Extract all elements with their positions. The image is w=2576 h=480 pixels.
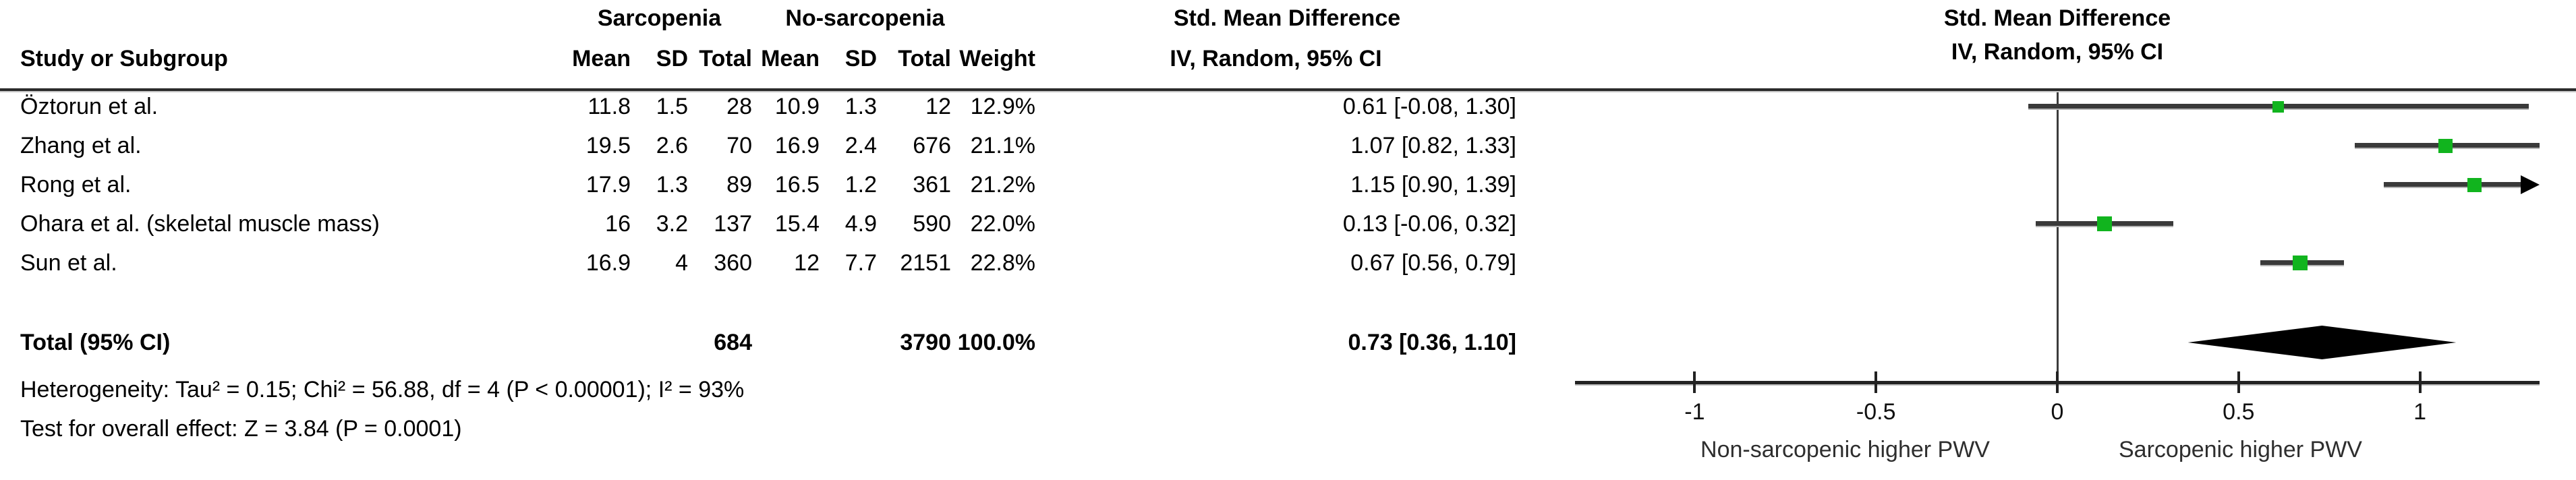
header-rule: [0, 88, 2576, 92]
weight: 22.0%: [970, 211, 1035, 237]
mean-no-sarcopenia: 16.9: [774, 133, 820, 158]
plot-column-title: Std. Mean Difference: [1943, 5, 2171, 31]
total-row: Total (95% CI) 684 3790 100.0% 0.73 [0.3…: [0, 323, 1516, 362]
total-sarcopenia: 360: [714, 250, 752, 276]
total-sarcopenia: 28: [726, 94, 752, 119]
col-sd-sarcopenia: SD: [656, 46, 688, 71]
direction-label-left: Non-sarcopenic higher PWV: [1700, 437, 1990, 462]
plot-column-subtitle: IV, Random, 95% CI: [1951, 39, 2164, 65]
zero-effect-line: [2056, 92, 2059, 381]
direction-label-right: Sarcopenic higher PWV: [2119, 437, 2362, 462]
mean-no-sarcopenia: 12: [794, 250, 820, 276]
total-no-sarcopenia: 2151: [900, 250, 951, 276]
study-name: Zhang et al.: [20, 133, 142, 158]
mean-sarcopenia: 19.5: [585, 133, 631, 158]
effect-square: [2438, 138, 2453, 153]
col-mean-sarcopenia: Mean: [572, 46, 631, 71]
sd-sarcopenia: 1.3: [656, 172, 688, 198]
total-sarcopenia: 89: [726, 172, 752, 198]
mean-sarcopenia: 16.9: [585, 250, 631, 276]
smd-ci-text: 0.67 [0.56, 0.79]: [1350, 250, 1516, 276]
axis-tick: [2056, 371, 2059, 393]
group-header-sarcopenia: Sarcopenia: [597, 5, 722, 31]
effect-square: [2467, 177, 2482, 192]
col-mean-no-sarcopenia: Mean: [761, 46, 820, 71]
total-diamond: [2187, 326, 2457, 359]
sd-no-sarcopenia: 1.3: [845, 94, 877, 119]
forest-plot: -1 -0.5 0 0.5 1 Non-sarcopenic higher PWV Sarc…: [1575, 0, 2540, 480]
weight: 21.1%: [970, 133, 1035, 158]
sd-sarcopenia: 2.6: [656, 133, 688, 158]
total-n-no-sarcopenia: 3790: [900, 330, 951, 355]
table-row: Öztorun et al. 11.8 1.5 28 10.9 1.3 12 1…: [0, 87, 1516, 126]
table-row: Sun et al. 16.9 4 360 12 7.7 2151 22.8% …: [0, 243, 1516, 282]
smd-ci-text: 1.15 [0.90, 1.39]: [1350, 172, 1516, 198]
group-header-no-sarcopenia: No-sarcopenia: [785, 5, 945, 31]
smd-ci-text: 1.07 [0.82, 1.33]: [1350, 133, 1516, 158]
axis-tick-label: 1: [2413, 399, 2427, 425]
col-total-no-sarcopenia: Total: [898, 46, 951, 71]
total-sarcopenia: 137: [714, 211, 752, 237]
total-no-sarcopenia: 361: [913, 172, 951, 198]
smd-ci-text: 0.61 [-0.08, 1.30]: [1342, 94, 1516, 119]
total-no-sarcopenia: 676: [913, 133, 951, 158]
ci-arrow-right: [2521, 175, 2540, 194]
axis-tick-label: 0: [2051, 399, 2064, 425]
total-label: Total (95% CI): [20, 330, 171, 355]
mean-sarcopenia: 11.8: [588, 94, 631, 119]
study-name: Ohara et al. (skeletal muscle mass): [20, 211, 380, 237]
axis-tick: [1693, 371, 1696, 393]
axis-tick-label: 0.5: [2223, 399, 2255, 425]
heterogeneity-text: Heterogeneity: Tau² = 0.15; Chi² = 56.88…: [20, 377, 745, 402]
effect-square: [2096, 216, 2112, 231]
mean-no-sarcopenia: 15.4: [774, 211, 820, 237]
mean-no-sarcopenia: 16.5: [774, 172, 820, 198]
sd-no-sarcopenia: 2.4: [845, 133, 877, 158]
axis-tick-label: -0.5: [1856, 399, 1896, 425]
sd-sarcopenia: 3.2: [656, 211, 688, 237]
total-sarcopenia: 70: [726, 133, 752, 158]
sd-no-sarcopenia: 7.7: [845, 250, 877, 276]
total-no-sarcopenia: 12: [925, 94, 951, 119]
study-name: Öztorun et al.: [20, 94, 159, 119]
total-smd-ci-text: 0.73 [0.36, 1.10]: [1348, 330, 1516, 355]
col-weight: Weight: [959, 46, 1035, 71]
col-study: Study or Subgroup: [20, 46, 228, 71]
mean-no-sarcopenia: 10.9: [774, 94, 820, 119]
sd-no-sarcopenia: 1.2: [845, 172, 877, 198]
effect-square: [2272, 100, 2285, 113]
table-row: Rong et al. 17.9 1.3 89 16.5 1.2 361 21.…: [0, 165, 1516, 204]
study-name: Rong et al.: [20, 172, 132, 198]
mean-sarcopenia: 17.9: [585, 172, 631, 198]
sd-sarcopenia: 1.5: [656, 94, 688, 119]
column-header-row: Study or Subgroup Mean SD Total Mean SD …: [0, 39, 1516, 78]
axis-tick-label: -1: [1684, 399, 1705, 425]
table-row: Ohara et al. (skeletal muscle mass) 16 3…: [0, 204, 1516, 243]
sd-sarcopenia: 4: [675, 250, 688, 276]
ci-line: [2383, 182, 2522, 188]
axis-tick: [2237, 371, 2240, 393]
overall-effect-text: Test for overall effect: Z = 3.84 (P = 0…: [20, 416, 462, 442]
table-row: Zhang et al. 19.5 2.6 70 16.9 2.4 676 21…: [0, 126, 1516, 165]
weight: 21.2%: [970, 172, 1035, 198]
col-total-sarcopenia: Total: [699, 46, 752, 71]
col-effect-ci: IV, Random, 95% CI: [1170, 46, 1382, 71]
axis-tick: [1874, 371, 1878, 393]
mean-sarcopenia: 16: [605, 211, 631, 237]
axis-tick: [2418, 371, 2422, 393]
effect-square: [2293, 256, 2308, 270]
effect-column-title: Std. Mean Difference: [1173, 5, 1401, 31]
sd-no-sarcopenia: 4.9: [845, 211, 877, 237]
total-no-sarcopenia: 590: [913, 211, 951, 237]
study-name: Sun et al.: [20, 250, 117, 276]
total-weight: 100.0%: [957, 330, 1035, 355]
smd-ci-text: 0.13 [-0.06, 0.32]: [1342, 211, 1516, 237]
total-n-sarcopenia: 684: [714, 330, 752, 355]
weight: 12.9%: [970, 94, 1035, 119]
weight: 22.8%: [970, 250, 1035, 276]
col-sd-no-sarcopenia: SD: [845, 46, 877, 71]
